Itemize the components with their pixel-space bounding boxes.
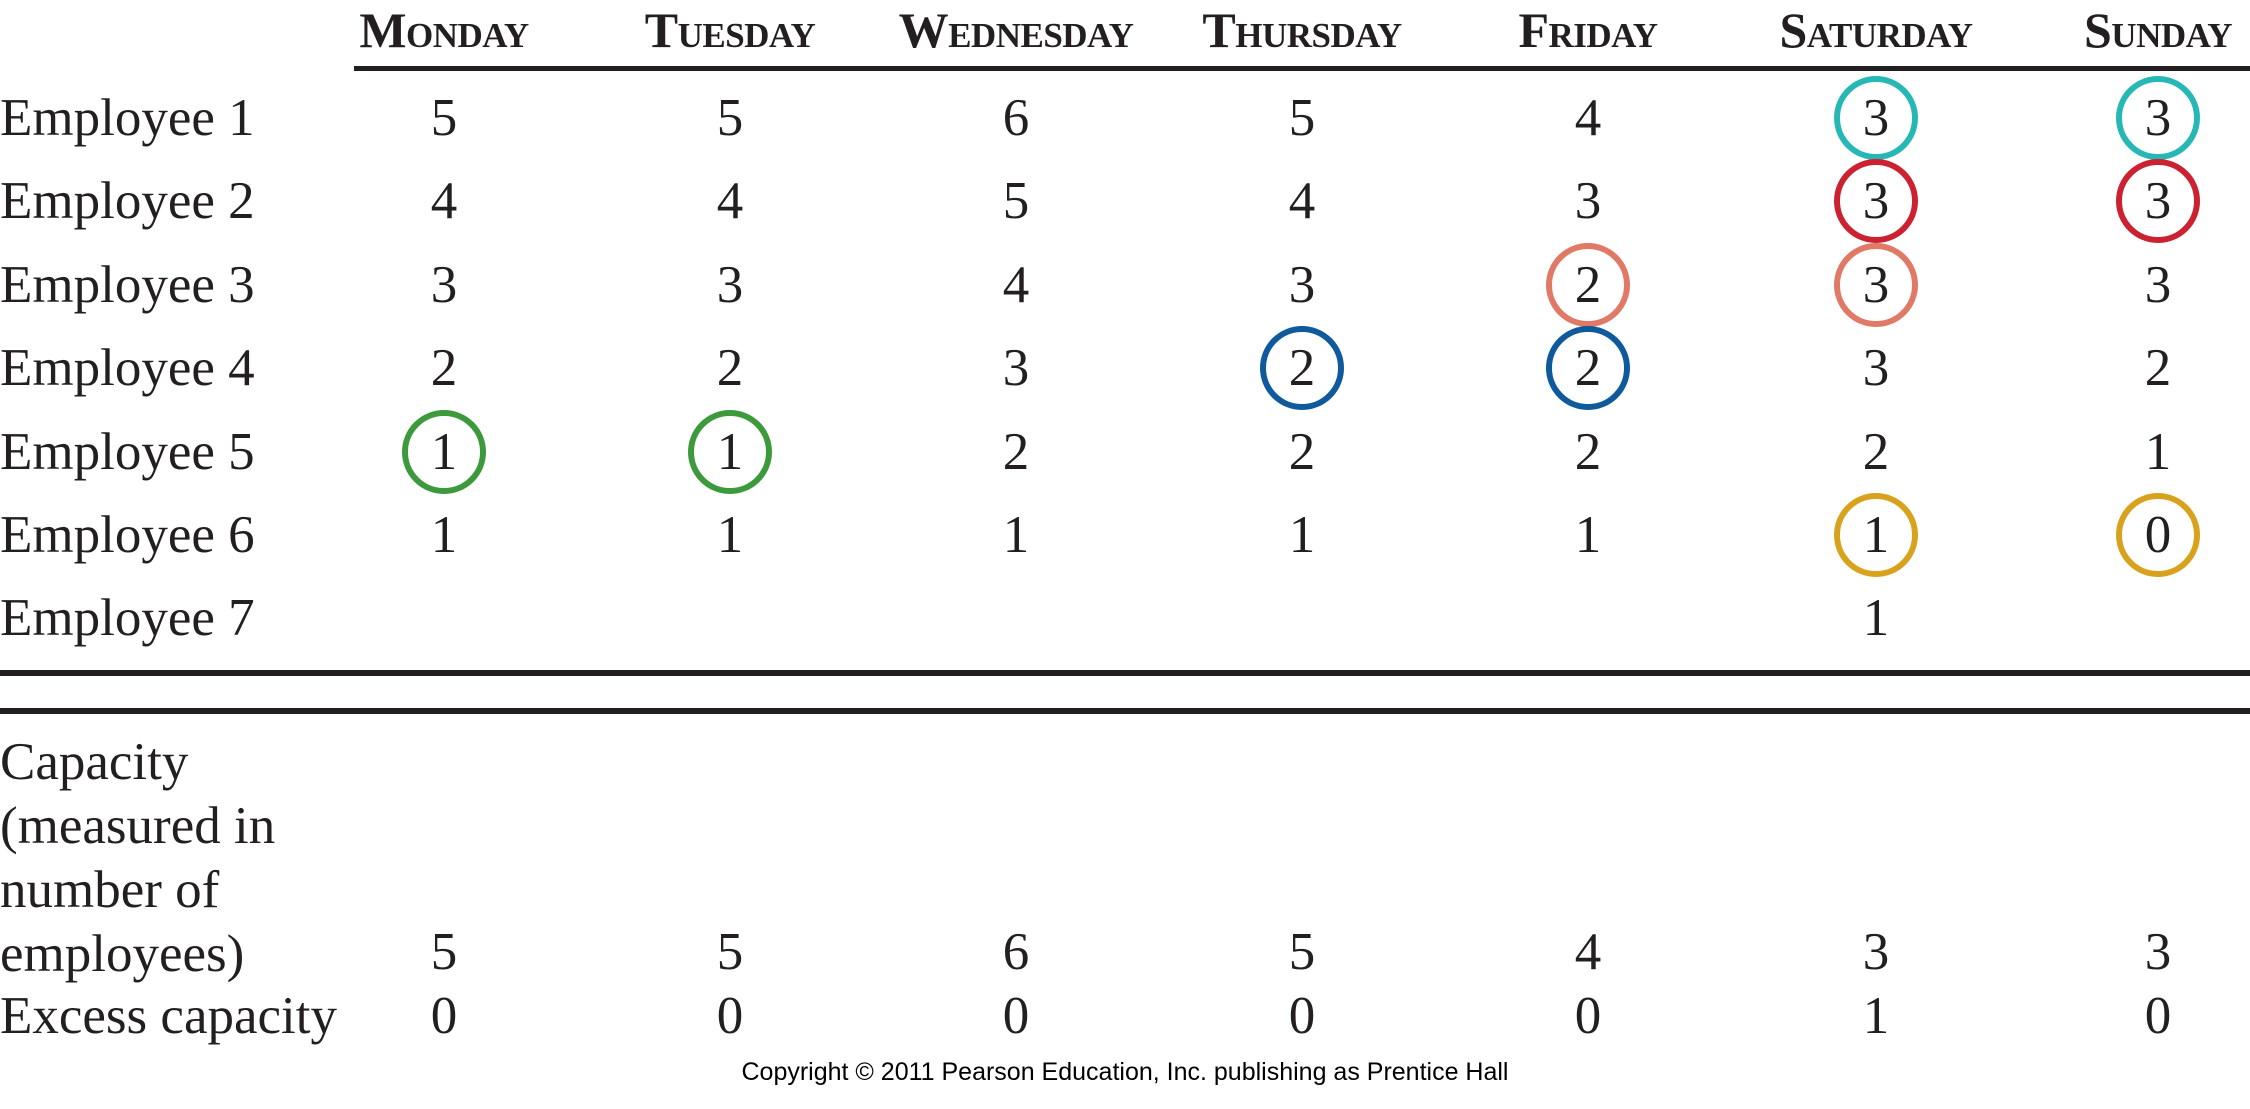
capacity-label-line: Capacity: [0, 733, 189, 791]
day-header-friday: Friday: [1518, 2, 1658, 58]
employee-value: 1: [1002, 506, 1030, 564]
day-header-saturday: Saturday: [1779, 2, 1974, 58]
employee-value: 1: [1862, 589, 1890, 647]
employee-value: 5: [716, 89, 744, 147]
excess-capacity-value: 0: [1288, 987, 1316, 1045]
employee-value: 1: [1574, 506, 1602, 564]
employee-row-label: Employee 5: [0, 423, 255, 481]
excess-capacity-value: 0: [1002, 987, 1030, 1045]
circled-value: 1: [1834, 493, 1918, 577]
capacity-label: Capacity (measured in number of employee…: [0, 730, 275, 986]
employee-row-label: Employee 6: [0, 506, 255, 564]
employee-value: 2: [430, 339, 458, 397]
circled-value: 2: [1260, 326, 1344, 410]
excess-capacity-value: 0: [1574, 987, 1602, 1045]
circled-value: 3: [2116, 76, 2200, 160]
employee-value: 3: [1574, 172, 1602, 230]
circled-value: 0: [2116, 493, 2200, 577]
circled-value: 1: [402, 410, 486, 494]
circled-value: 1: [688, 410, 772, 494]
employee-value: 1: [716, 506, 744, 564]
capacity-value: 3: [1862, 923, 1890, 981]
employee-row-label: Employee 3: [0, 256, 255, 314]
employee-row-label: Employee 2: [0, 172, 255, 230]
capacity-label-line: employees): [0, 925, 245, 983]
capacity-value: 3: [2144, 923, 2172, 981]
capacity-value: 4: [1574, 923, 1602, 981]
employee-value: 4: [1574, 89, 1602, 147]
excess-capacity-value: 0: [2144, 987, 2172, 1045]
employee-value: 2: [716, 339, 744, 397]
employee-value: 1: [2144, 423, 2172, 481]
divider-rule-top: [0, 670, 2250, 676]
day-header-tuesday: Tuesday: [644, 2, 816, 58]
employee-row-label: Employee 1: [0, 89, 255, 147]
employee-value: 2: [1002, 423, 1030, 481]
employee-row-label: Employee 4: [0, 339, 255, 397]
capacity-label-line: (measured in: [0, 797, 276, 855]
divider-rule-bottom: [0, 708, 2250, 714]
employee-value: 5: [1002, 172, 1030, 230]
employee-value: 1: [430, 506, 458, 564]
capacity-label-line: number of: [0, 861, 220, 919]
employee-value: 4: [716, 172, 744, 230]
day-header-thursday: Thursday: [1202, 2, 1402, 58]
circled-value: 2: [1546, 243, 1630, 327]
employee-value: 3: [1002, 339, 1030, 397]
capacity-value: 5: [430, 923, 458, 981]
employee-row-label: Employee 7: [0, 589, 255, 647]
day-header-sunday: Sunday: [2084, 2, 2232, 58]
employee-value: 3: [1862, 339, 1890, 397]
header-rule: [354, 66, 2250, 71]
employee-value: 3: [716, 256, 744, 314]
copyright-notice: Copyright © 2011 Pearson Education, Inc.…: [741, 1058, 1509, 1086]
employee-value: 2: [2144, 339, 2172, 397]
excess-capacity-value: 0: [430, 987, 458, 1045]
day-header-monday: Monday: [359, 2, 529, 58]
employee-value: 5: [1288, 89, 1316, 147]
employee-value: 2: [1574, 423, 1602, 481]
excess-capacity-value: 1: [1862, 987, 1890, 1045]
employee-value: 3: [2144, 256, 2172, 314]
employee-value: 4: [1002, 256, 1030, 314]
circled-value: 2: [1546, 326, 1630, 410]
day-header-wednesday: Wednesday: [898, 2, 1134, 58]
excess-capacity-label: Excess capacity: [0, 987, 337, 1045]
capacity-value: 5: [1288, 923, 1316, 981]
capacity-value: 6: [1002, 923, 1030, 981]
circled-value: 3: [1834, 76, 1918, 160]
employee-value: 2: [1288, 423, 1316, 481]
employee-value: 3: [430, 256, 458, 314]
employee-value: 1: [1288, 506, 1316, 564]
employee-value: 6: [1002, 89, 1030, 147]
employee-value: 4: [430, 172, 458, 230]
excess-capacity-value: 0: [716, 987, 744, 1045]
employee-value: 2: [1862, 423, 1890, 481]
employee-value: 4: [1288, 172, 1316, 230]
circled-value: 3: [1834, 159, 1918, 243]
employee-value: 5: [430, 89, 458, 147]
circled-value: 3: [1834, 243, 1918, 327]
capacity-value: 5: [716, 923, 744, 981]
employee-value: 3: [1288, 256, 1316, 314]
circled-value: 3: [2116, 159, 2200, 243]
